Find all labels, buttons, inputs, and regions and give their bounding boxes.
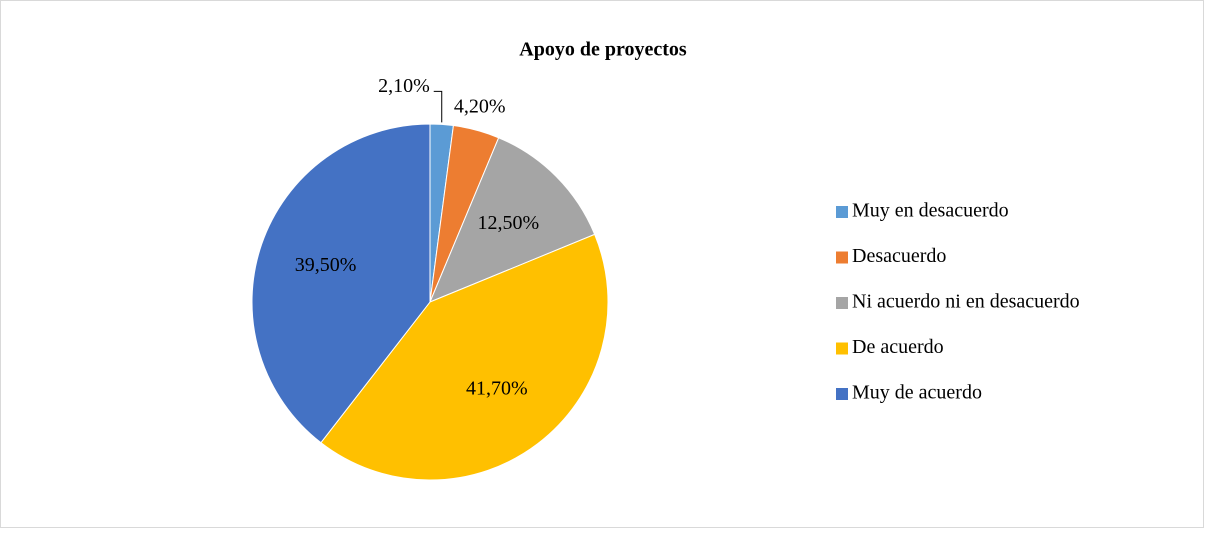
legend-swatch (836, 297, 848, 309)
legend-label: Desacuerdo (852, 245, 946, 267)
legend-label: Muy de acuerdo (852, 382, 982, 404)
data-label: 41,70% (466, 377, 528, 399)
legend-swatch (836, 206, 848, 218)
pie-slice (429, 137, 596, 303)
data-label: 12,50% (477, 212, 539, 234)
legend-label: Ni acuerdo ni en desacuerdo (852, 291, 1080, 313)
data-label: 4,20% (454, 96, 506, 118)
data-label: 39,50% (295, 254, 357, 276)
legend-label: De acuerdo (852, 336, 944, 358)
legend-swatch (836, 342, 848, 355)
pie-slice (251, 123, 431, 444)
pie-slice (320, 233, 609, 481)
legend-swatch (836, 388, 848, 400)
legend-label: Muy en desacuerdo (852, 200, 1009, 222)
leader-line (433, 90, 443, 123)
data-label: 2,10% (378, 75, 430, 97)
chart-title: Apoyo de proyectos (519, 39, 687, 61)
legend-swatch (836, 251, 848, 264)
